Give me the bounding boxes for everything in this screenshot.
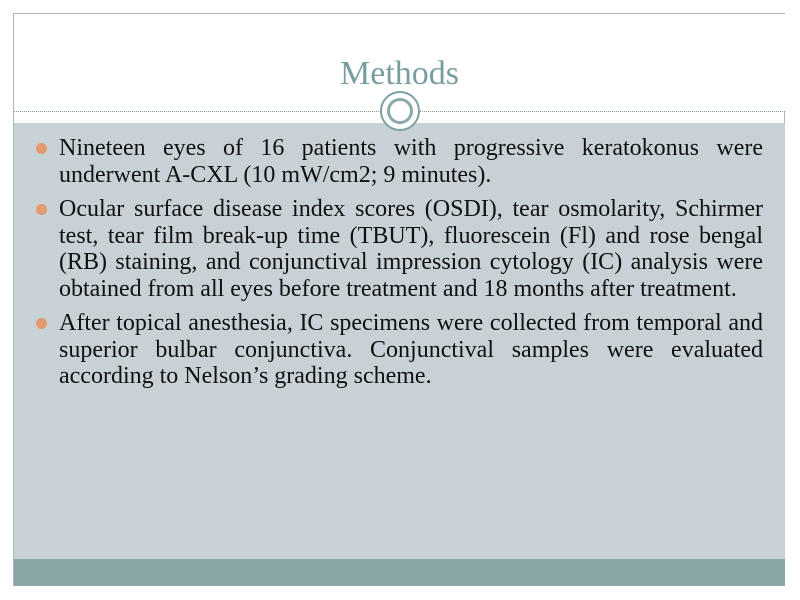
- bullet-text: Ocular surface disease index scores (OSD…: [59, 196, 763, 302]
- content-area: [14, 123, 785, 559]
- bullet-icon: [36, 143, 47, 154]
- footer-band: [14, 559, 785, 586]
- bullet-icon: [36, 318, 47, 329]
- bullet-item: Ocular surface disease index scores (OSD…: [36, 196, 763, 302]
- bullet-list: Nineteen eyes of 16 patients with progre…: [36, 135, 763, 398]
- circle-ornament-icon: [380, 91, 420, 131]
- bullet-text: After topical anesthesia, IC specimens w…: [59, 310, 763, 389]
- bullet-icon: [36, 204, 47, 215]
- bullet-text: Nineteen eyes of 16 patients with progre…: [59, 135, 763, 188]
- circle-ornament-inner: [387, 98, 413, 124]
- bullet-item: Nineteen eyes of 16 patients with progre…: [36, 135, 763, 188]
- bullet-item: After topical anesthesia, IC specimens w…: [36, 310, 763, 390]
- slide-title: Methods: [340, 55, 459, 92]
